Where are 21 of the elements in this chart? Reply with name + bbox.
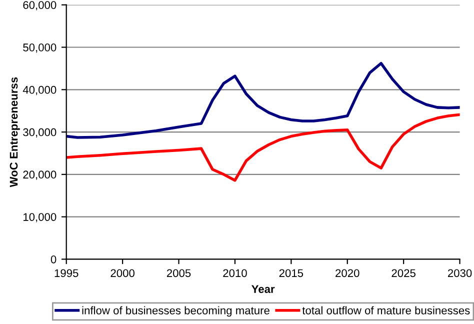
y-tick-label: 40,000 [22, 86, 56, 96]
x-tick-label: 2015 [279, 269, 304, 278]
x-tick-label: 2010 [223, 269, 247, 278]
legend-label: total outflow of mature businesses [302, 306, 470, 314]
line-series [66, 113, 460, 182]
y-tick-label: 10,000 [24, 213, 56, 222]
x-tick-label: 2005 [166, 269, 191, 278]
legend-label: inflow of businesses becoming mature [82, 306, 270, 317]
line-series [66, 62, 460, 139]
x-tick-label: 2020 [336, 269, 360, 278]
x-tick-label: 2030 [448, 269, 472, 278]
x-axis-title: Year [252, 285, 275, 293]
x-tick-label: 2025 [392, 269, 416, 278]
y-axis-title: WoC Entrepreneurss [10, 77, 20, 188]
x-tick-label: 1995 [54, 269, 78, 278]
y-tick-label: 60,000 [23, 1, 56, 10]
y-tick-label: 0 [50, 255, 56, 264]
y-tick-label: 20,000 [23, 170, 56, 180]
y-tick-label: 30,000 [23, 128, 56, 138]
y-tick-label: 50,000 [23, 44, 56, 53]
x-tick-label: 2000 [110, 269, 134, 278]
